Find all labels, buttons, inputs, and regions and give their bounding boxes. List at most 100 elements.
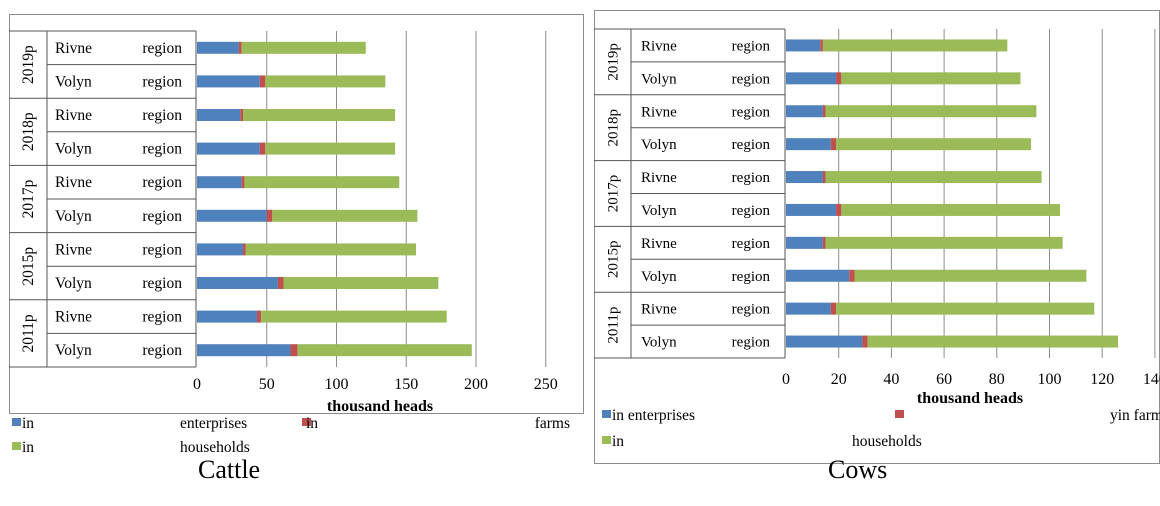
year-label: 2017р <box>606 175 622 213</box>
bar-segment <box>297 344 472 357</box>
bar-segment <box>290 344 298 357</box>
x-tick-label: 0 <box>782 371 790 388</box>
legend-label: in <box>22 415 34 432</box>
bar-segment <box>841 72 1021 85</box>
x-tick-label: 100 <box>325 376 349 393</box>
region-name-label: Volyn <box>55 141 92 158</box>
legend-label: in <box>306 415 318 432</box>
bar-segment <box>825 105 1037 118</box>
bar-segment <box>849 269 855 282</box>
x-tick-label: 250 <box>534 376 558 393</box>
bar-segment <box>243 109 396 121</box>
region-name-label: Rivne <box>55 241 92 258</box>
legend-swatch <box>602 410 611 418</box>
bar-segment <box>836 302 1095 315</box>
region-word-label: region <box>732 104 771 120</box>
bar-segment <box>786 269 850 282</box>
x-tick-label: 140 <box>1143 371 1160 388</box>
year-label: 2011р <box>606 307 622 344</box>
bar-segment <box>197 277 278 289</box>
legend-swatch <box>12 418 21 426</box>
legend-label: households <box>180 439 250 456</box>
region-word-label: region <box>732 71 771 87</box>
bar-segment <box>854 269 1087 282</box>
bar-segment <box>825 171 1042 184</box>
bar-segment <box>197 41 239 54</box>
cattle-chart: 2019р 2018р 2017р 2015р 2011р Rivne region Voly… <box>9 14 584 456</box>
region-word-label: region <box>732 38 771 54</box>
region-word-label: region <box>732 269 771 285</box>
bar-segment <box>197 243 244 256</box>
bar-segment <box>259 142 266 155</box>
region-name-label: Volyn <box>641 71 677 87</box>
bar-segment <box>238 41 242 54</box>
legend-swatch <box>895 410 904 418</box>
region-name-label: Rivne <box>55 40 92 57</box>
year-label: 2018р <box>20 112 37 151</box>
region-word-label: region <box>732 170 771 186</box>
bar-segment <box>277 277 284 289</box>
bar-segment <box>197 344 291 357</box>
bar-segment <box>245 243 417 256</box>
bar-segment <box>836 72 842 85</box>
bar-segment <box>836 203 842 216</box>
bar-segment <box>197 310 257 323</box>
region-word-label: region <box>142 40 182 57</box>
region-word-label: region <box>732 203 771 219</box>
x-tick-label: 60 <box>936 371 952 388</box>
bar-segment <box>197 176 242 189</box>
bar-segment <box>241 41 366 54</box>
region-word-label: region <box>732 335 771 351</box>
cows-chart: 2019р 2018р 2017р 2015р 2011р Rivne region Voly… <box>594 10 1160 464</box>
region-name-label: Volyn <box>641 203 677 219</box>
bar-segment <box>197 75 260 88</box>
region-name-label: Volyn <box>641 335 677 351</box>
region-name-label: Volyn <box>641 137 677 153</box>
bar-segment <box>836 138 1032 151</box>
bar-segment <box>259 75 266 88</box>
region-name-label: Volyn <box>55 275 92 292</box>
chart-frame <box>9 14 584 414</box>
bar-segment <box>241 176 245 189</box>
year-label: 2019р <box>606 43 622 81</box>
x-axis-label: thousand heads <box>327 398 433 415</box>
bar-segment <box>822 236 826 249</box>
legend-label: in <box>22 439 34 456</box>
region-word-label: region <box>732 236 771 252</box>
bar-segment <box>830 138 837 151</box>
bar-segment <box>822 171 826 184</box>
bar-segment <box>197 109 241 121</box>
x-tick-label: 150 <box>394 376 418 393</box>
x-tick-label: 50 <box>259 376 275 393</box>
year-label: 2017р <box>20 179 37 218</box>
bar-segment <box>822 105 826 118</box>
region-name-label: Volyn <box>641 269 677 285</box>
bar-segment <box>841 203 1061 216</box>
region-word-label: region <box>142 275 182 292</box>
bar-segment <box>825 236 1063 249</box>
bar-segment <box>272 209 418 222</box>
region-name-label: Volyn <box>55 342 92 359</box>
year-label: 2019р <box>20 45 37 84</box>
bar-segment <box>786 171 823 184</box>
region-word-label: region <box>142 309 182 326</box>
bar-segment <box>240 109 244 121</box>
caption-cows: Cows <box>828 455 888 484</box>
bar-segment <box>830 302 837 315</box>
bar-segment <box>266 209 273 222</box>
region-name-label: Volyn <box>55 73 92 90</box>
region-word-label: region <box>142 208 182 225</box>
x-tick-label: 80 <box>989 371 1005 388</box>
region-word-label: region <box>142 174 182 191</box>
region-name-label: Volyn <box>55 208 92 225</box>
bar-segment <box>820 39 823 52</box>
bar-segment <box>786 39 821 52</box>
bar-segment <box>786 236 823 249</box>
bar-segment <box>786 105 823 118</box>
x-axis-label: thousand heads <box>917 390 1023 407</box>
caption-cattle: Cattle <box>198 455 261 484</box>
region-name-label: Rivne <box>55 107 92 124</box>
legend-label: farms <box>535 415 570 432</box>
legend-label: households <box>852 433 922 450</box>
